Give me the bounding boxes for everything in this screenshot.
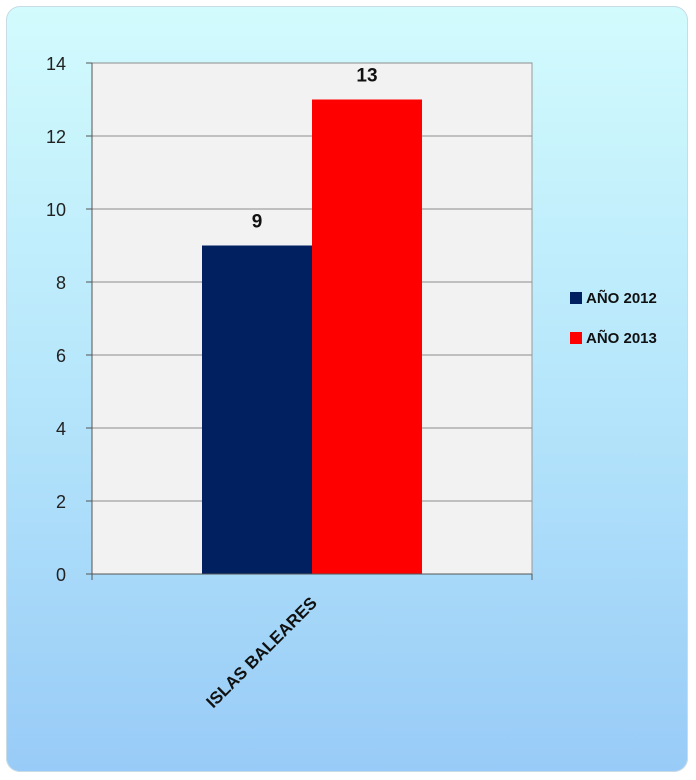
legend-label-2013: AÑO 2013: [586, 329, 657, 347]
y-tick-label: 4: [56, 419, 66, 439]
data-label: 13: [356, 66, 377, 87]
legend-item-2012: AÑO 2012: [570, 288, 657, 308]
y-tick-label: 6: [56, 346, 66, 366]
y-tick-label: 8: [56, 273, 66, 293]
legend-label-2012: AÑO 2012: [586, 289, 657, 307]
legend-swatch-2012: [570, 292, 582, 304]
bar-año-2013: [312, 99, 422, 574]
y-tick-label: 2: [56, 492, 66, 512]
legend: AÑO 2012 AÑO 2013: [570, 288, 657, 368]
data-labels: 9 13: [252, 66, 378, 233]
y-tick-label: 10: [46, 200, 66, 220]
y-axis: 0 2 4 6 8 10 12 14: [46, 54, 93, 585]
y-tick-label: 0: [56, 565, 66, 585]
bars: [202, 99, 422, 574]
x-category-label: ISLAS BALEARES: [203, 593, 321, 711]
y-tick-label: 14: [46, 54, 66, 74]
legend-swatch-2013: [570, 332, 582, 344]
data-label: 9: [252, 212, 263, 233]
legend-item-2013: AÑO 2013: [570, 328, 657, 348]
x-axis: ISLAS BALEARES: [92, 573, 533, 712]
y-tick-label: 12: [46, 127, 66, 147]
bar-año-2012: [202, 245, 312, 574]
